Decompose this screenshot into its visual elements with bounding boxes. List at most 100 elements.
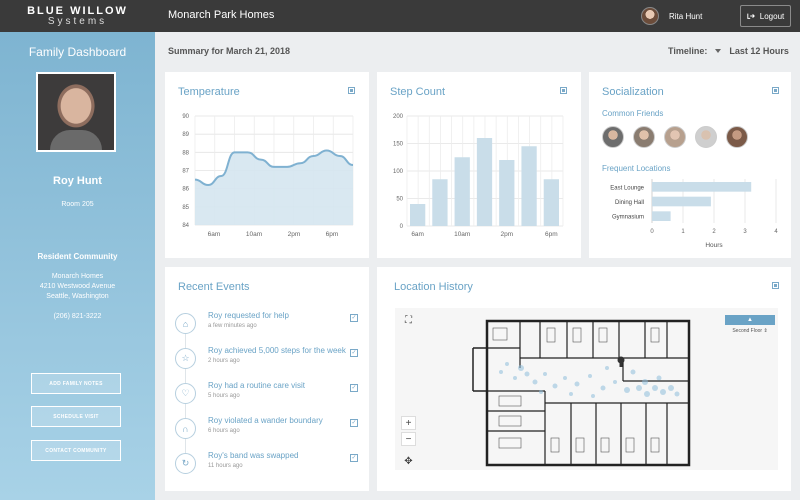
timeline-label: Timeline:: [668, 46, 708, 56]
contact-community-button[interactable]: CONTACT COMMUNITY: [31, 440, 121, 461]
x-tick-label: 1: [681, 229, 685, 235]
checkbox-icon[interactable]: ✓: [350, 384, 358, 392]
floor-map[interactable]: ⛶ + − ✥ ▲ Second Floor ⇕: [395, 308, 778, 470]
event-row[interactable]: ☆ Roy achieved 5,000 steps for the week 2 …: [175, 346, 360, 376]
floor-plan: [472, 319, 691, 467]
community-address: Monarch Homes 4210 Westwood Avenue Seatt…: [0, 272, 155, 302]
expand-icon[interactable]: [772, 87, 779, 94]
chevron-down-icon: [715, 49, 722, 53]
avatar: [641, 7, 659, 25]
checkbox-icon[interactable]: ✓: [350, 349, 358, 357]
schedule-visit-button[interactable]: SCHEDULE VISIT: [31, 406, 121, 427]
add-family-notes-button[interactable]: ADD FAMILY NOTES: [31, 373, 121, 394]
stethoscope-icon: ♡: [175, 383, 196, 404]
socialization-card: Socialization Common Friends Frequent Lo…: [589, 72, 791, 258]
logout-button[interactable]: Logout: [740, 5, 791, 27]
friend-avatar[interactable]: [602, 126, 624, 148]
y-tick-label: 85: [182, 205, 189, 211]
y-tick-label: Dining Hall: [615, 200, 644, 206]
user-name: Rita Hunt: [669, 11, 703, 21]
y-tick-label: 84: [182, 223, 189, 229]
step-bar: [454, 157, 470, 226]
logout-icon: [747, 13, 755, 19]
sidebar: Family Dashboard Roy Hunt Room 205 Resid…: [0, 32, 155, 500]
event-text: Roy achieved 5,000 steps for the week: [208, 346, 346, 355]
expand-icon[interactable]: [560, 87, 567, 94]
frequent-locations-label: Frequent Locations: [602, 164, 671, 173]
event-text: Roy had a routine care visit: [208, 381, 305, 390]
brand-line2: Systems: [47, 16, 108, 27]
address-line: Monarch Homes: [51, 273, 104, 280]
x-tick-label: 0: [650, 229, 654, 235]
x-tick-label: 4: [774, 229, 778, 235]
event-row[interactable]: ♡ Roy had a routine care visit 5 hours ago…: [175, 381, 360, 411]
x-tick-label: 6am: [411, 231, 424, 238]
checkbox-icon[interactable]: ✓: [350, 454, 358, 462]
y-tick-label: 200: [393, 114, 404, 120]
user-menu[interactable]: Rita Hunt: [641, 7, 702, 25]
floor-select[interactable]: Second Floor ⇕: [732, 328, 768, 334]
pan-icon[interactable]: ✥: [404, 455, 413, 467]
lungs-icon: ∩: [175, 418, 196, 439]
y-tick-label: 86: [182, 187, 189, 193]
timeline-selector[interactable]: Timeline: Last 12 Hours: [668, 46, 789, 56]
temperature-line: [194, 149, 354, 187]
steps-card: Step Count 0 50 100 150 200 6am 10am 2pm 6pm: [377, 72, 581, 258]
summary-title: Summary for March 21, 2018: [168, 46, 291, 56]
event-row[interactable]: ∩ Roy violated a wander boundary 6 hours a…: [175, 416, 360, 446]
x-tick-label: 6pm: [545, 231, 558, 238]
star-icon: ☆: [175, 348, 196, 369]
checkbox-icon[interactable]: ✓: [350, 314, 358, 322]
location-bar: [652, 211, 671, 221]
event-text: Roy violated a wander boundary: [208, 416, 323, 425]
card-title: Step Count: [390, 86, 446, 98]
y-tick-label: East Lounge: [610, 185, 644, 191]
sync-icon: ↻: [175, 453, 196, 474]
x-tick-label: 2pm: [288, 231, 301, 238]
y-tick-label: 88: [182, 150, 189, 156]
card-title: Location History: [394, 281, 473, 293]
friend-avatar[interactable]: [695, 126, 717, 148]
zoom-in-button[interactable]: +: [401, 416, 416, 430]
step-bar: [432, 179, 448, 226]
location-marker: [617, 356, 625, 367]
zoom-out-button[interactable]: −: [401, 432, 416, 446]
friend-avatar[interactable]: [726, 126, 748, 148]
room-walls: [487, 321, 689, 465]
sidebar-title: Family Dashboard: [28, 45, 127, 59]
expand-icon[interactable]: [772, 282, 779, 289]
friend-avatar[interactable]: [664, 126, 686, 148]
x-tick-label: 10am: [246, 231, 262, 238]
community-phone: (206) 821-3222: [53, 313, 102, 320]
step-bar: [499, 160, 515, 226]
event-time: 5 hours ago: [208, 393, 240, 399]
steps-chart: 0 50 100 150 200 6am 10am 2pm 6pm: [393, 114, 564, 238]
temperature-card: Temperature 84 85 86 87 88 89 90 6am 10am 2pm 6pm: [165, 72, 369, 258]
common-friends-label: Common Friends: [602, 109, 664, 118]
location-history-card: Location History: [377, 267, 791, 491]
resident-name: Roy Hunt: [53, 175, 102, 187]
event-row[interactable]: ⌂ Roy requested for help a few minutes ago…: [175, 311, 360, 341]
building-outline: [485, 319, 691, 467]
location-heat-dots: [499, 362, 680, 398]
y-tick-label: 87: [182, 169, 189, 175]
event-row[interactable]: ↻ Roy's band was swapped 11 hours ago ✓: [175, 451, 360, 481]
x-axis-label: Hours: [705, 242, 723, 249]
y-tick-label: 50: [396, 197, 403, 203]
friend-avatar[interactable]: [633, 126, 655, 148]
x-tick-label: 2pm: [500, 231, 513, 238]
fullscreen-icon[interactable]: ⛶: [405, 314, 412, 326]
floor-up-button[interactable]: ▲: [725, 315, 775, 325]
event-time: 11 hours ago: [208, 463, 243, 469]
address-line: Seattle, Washington: [46, 293, 109, 300]
event-text: Roy requested for help: [208, 311, 289, 320]
x-tick-label: 3: [743, 229, 747, 235]
card-title: Temperature: [178, 86, 240, 98]
brand-line1: BLUE WILLOW: [27, 5, 128, 17]
locations-chart: 0 1 2 3 4 East Lounge Dining Hall Gymnasium Hour…: [610, 179, 778, 249]
expand-icon[interactable]: [348, 87, 355, 94]
checkbox-icon[interactable]: ✓: [350, 419, 358, 427]
event-time: 6 hours ago: [208, 428, 240, 434]
location-bar: [652, 196, 711, 207]
brand-logo[interactable]: BLUE WILLOW Systems: [0, 0, 155, 32]
